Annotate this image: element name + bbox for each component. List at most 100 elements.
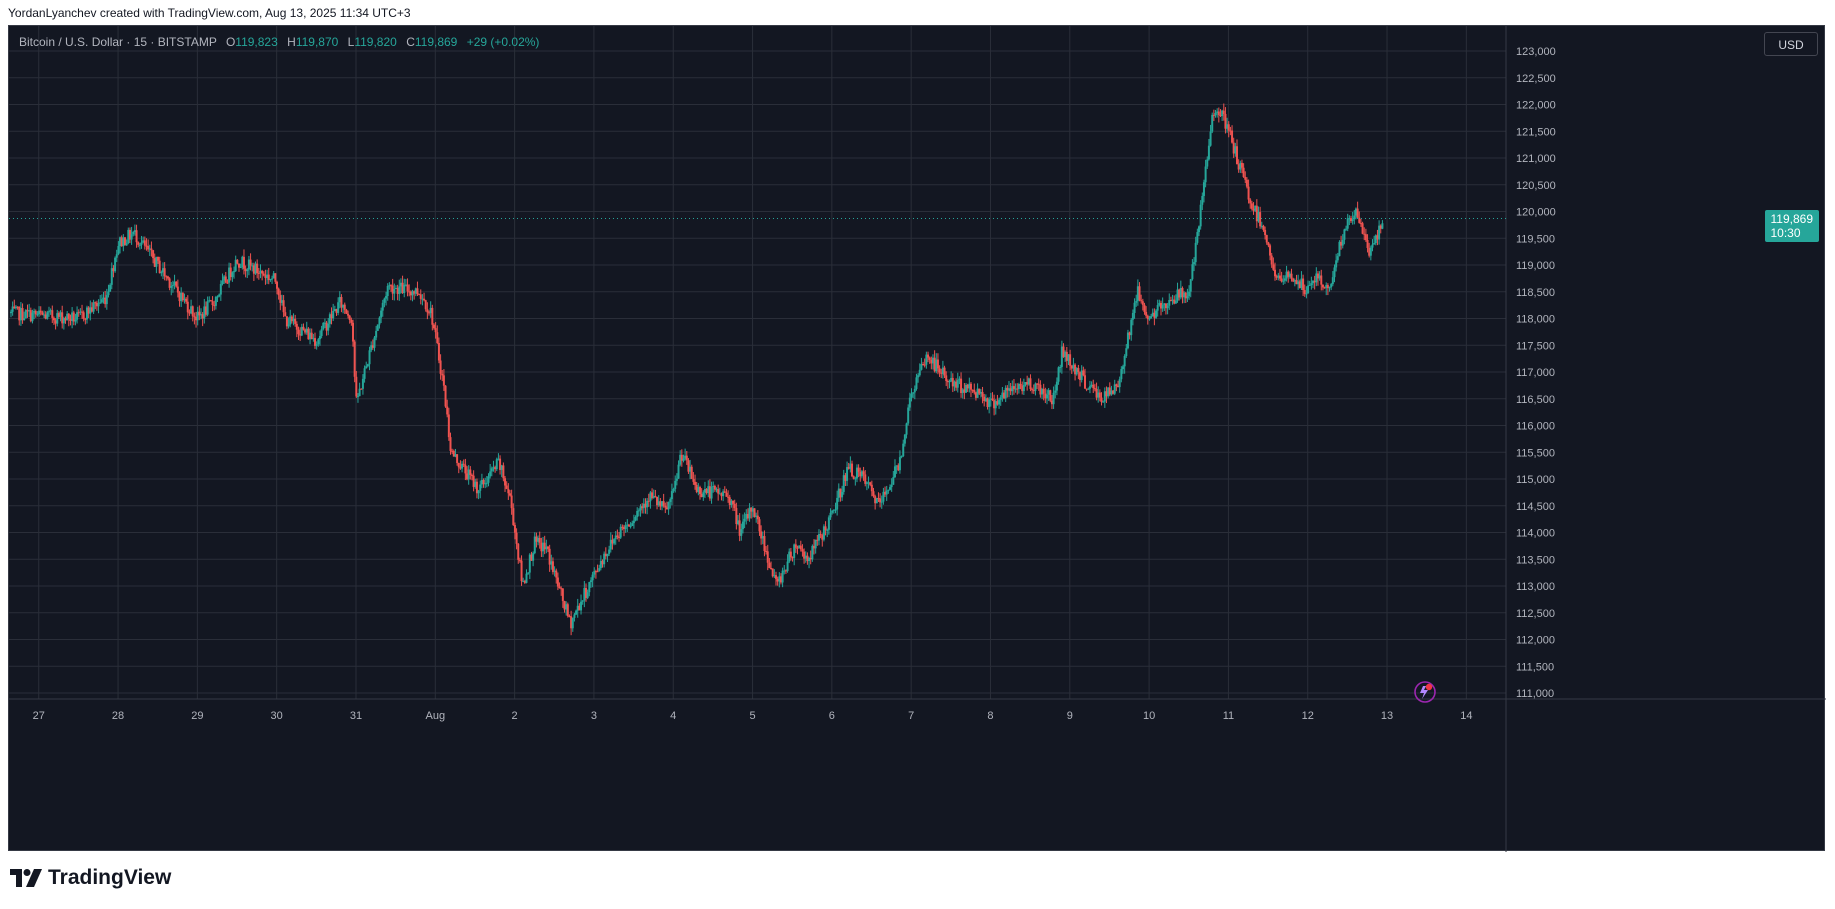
- symbol-description[interactable]: Bitcoin / U.S. Dollar · 15 · BITSTAMP: [19, 35, 217, 49]
- y-tick-label: 118,500: [1516, 287, 1555, 299]
- candle-body: [512, 508, 515, 525]
- candle-body: [735, 507, 738, 525]
- candle-body: [226, 282, 229, 284]
- candle-body: [799, 545, 802, 550]
- candle-body: [991, 398, 994, 401]
- candle-body: [115, 254, 118, 258]
- candle-body: [629, 526, 632, 528]
- candle-body: [756, 515, 759, 520]
- candle-body: [1054, 390, 1057, 393]
- candle-body: [1338, 241, 1341, 257]
- candle-body: [87, 307, 90, 314]
- candle-body: [302, 326, 305, 330]
- candle-body: [472, 475, 475, 487]
- candle-body: [218, 294, 221, 297]
- candle-body: [746, 514, 749, 519]
- candle-body: [464, 464, 467, 474]
- candle-body: [137, 242, 140, 245]
- candle-body: [703, 489, 706, 493]
- candle-body: [1244, 176, 1247, 180]
- candle-body: [1363, 233, 1366, 235]
- candle-body: [152, 250, 155, 259]
- candle-body: [1323, 287, 1326, 289]
- candle-body: [680, 454, 683, 461]
- candle-body: [622, 527, 625, 530]
- candle-body: [1135, 301, 1138, 303]
- candle-body: [394, 288, 397, 290]
- candle-body: [1097, 392, 1100, 398]
- y-tick-label: 116,500: [1516, 394, 1555, 406]
- candle-body: [869, 482, 872, 485]
- candle-body: [370, 345, 373, 351]
- candle-body: [656, 496, 659, 506]
- candle-body: [842, 475, 845, 492]
- candle-body: [348, 315, 351, 320]
- currency-button[interactable]: USD: [1764, 32, 1818, 56]
- candle-body: [1280, 278, 1283, 282]
- candle-body: [1221, 110, 1224, 117]
- candle-body: [383, 298, 386, 303]
- candle-body: [1287, 271, 1290, 277]
- candle-body: [1216, 111, 1219, 113]
- candle-body: [76, 312, 79, 320]
- tradingview-logo[interactable]: TradingView: [10, 866, 171, 890]
- candle-body: [233, 271, 236, 273]
- candle-body: [287, 324, 290, 327]
- spark-icon[interactable]: [1411, 678, 1439, 706]
- candle-body: [181, 292, 184, 301]
- candle-body: [188, 312, 191, 314]
- candle-body: [565, 604, 568, 610]
- candle-body: [114, 257, 117, 272]
- candle-body: [1159, 302, 1162, 309]
- candle-body: [434, 328, 437, 333]
- candle-body: [1052, 392, 1055, 405]
- x-tick-label: 2: [512, 710, 518, 722]
- candle-body: [915, 377, 918, 389]
- candle-body: [381, 302, 384, 311]
- candle-body: [632, 520, 635, 524]
- candle-body: [204, 306, 207, 315]
- candle-body: [589, 580, 592, 583]
- candle-body: [1358, 217, 1361, 223]
- candle-body: [378, 317, 381, 325]
- candle-body: [1075, 368, 1078, 375]
- candle-body: [1186, 296, 1189, 299]
- candle-body: [38, 310, 41, 315]
- candle-body: [1219, 114, 1222, 117]
- y-tick-label: 117,000: [1516, 367, 1555, 379]
- candle-body: [1206, 159, 1209, 167]
- candle-body: [538, 537, 541, 543]
- chart-panel[interactable]: 111,000 111,500 112,000 112,500 113,000 113,5…: [8, 25, 1826, 852]
- candle-body: [618, 537, 621, 539]
- candle-body: [903, 434, 906, 444]
- candle-body: [457, 463, 460, 468]
- candle-body: [1153, 312, 1156, 318]
- candle-body: [143, 240, 146, 246]
- candle-body: [507, 488, 510, 494]
- candle-body: [1247, 186, 1250, 200]
- candle-body: [467, 469, 470, 480]
- candle-body: [1001, 392, 1004, 398]
- candle-body: [67, 313, 70, 319]
- candle-body: [148, 248, 151, 250]
- candle-body: [1145, 312, 1148, 316]
- candle-body: [122, 237, 125, 247]
- candle-body: [672, 488, 675, 492]
- candle-body: [730, 500, 733, 505]
- candle-body: [969, 383, 972, 390]
- candle-body: [776, 578, 779, 582]
- candle-body: [674, 480, 677, 489]
- candle-body: [940, 372, 943, 374]
- candle-body: [46, 312, 49, 319]
- candle-body: [247, 259, 250, 270]
- candle-body: [350, 319, 353, 323]
- candle-body: [558, 586, 561, 589]
- candle-body: [1026, 382, 1029, 385]
- candle-body: [1217, 111, 1220, 115]
- candle-body: [874, 496, 877, 504]
- candle-body: [312, 338, 315, 340]
- candle-body: [745, 514, 748, 519]
- candle-body: [171, 285, 174, 287]
- candle-body: [1166, 305, 1169, 309]
- price-chart[interactable]: 111,000 111,500 112,000 112,500 113,000 113,5…: [9, 26, 1826, 852]
